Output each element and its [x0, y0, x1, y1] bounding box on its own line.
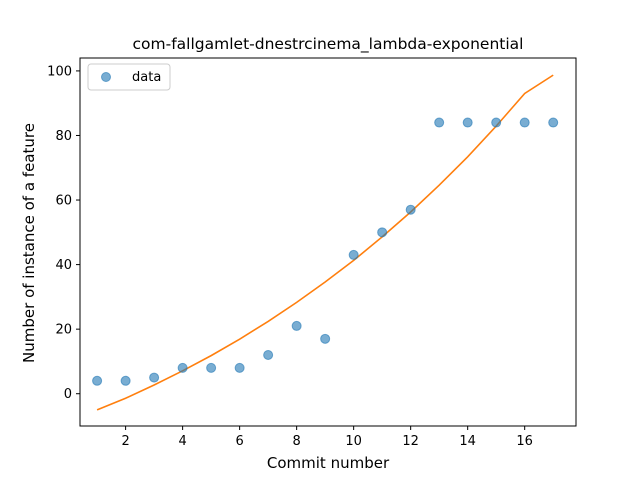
x-tick-label: 6	[235, 434, 243, 449]
legend: data	[87, 63, 171, 91]
data-point	[405, 204, 416, 215]
x-tick-label: 8	[293, 434, 301, 449]
data-point	[348, 249, 359, 260]
axes: 2 4 6 8 10 12 14 16 0 20 40 60 80 100	[47, 57, 577, 449]
y-tick-label: 60	[55, 194, 72, 209]
x-tick-label: 10	[345, 434, 362, 449]
data-point	[320, 333, 331, 344]
data-point	[462, 117, 473, 128]
data-point	[434, 117, 445, 128]
data-point	[519, 117, 530, 128]
y-tick-label: 100	[47, 64, 72, 79]
data-marks	[92, 74, 559, 411]
x-tick-label: 14	[459, 434, 476, 449]
data-point	[92, 375, 103, 386]
data-point	[177, 362, 188, 373]
y-tick-label: 40	[55, 258, 72, 273]
data-point	[548, 117, 559, 128]
axes-frame	[79, 57, 577, 427]
legend-box	[87, 63, 171, 91]
data-point	[234, 362, 245, 373]
x-tick-label: 2	[121, 434, 129, 449]
x-tick-label: 4	[178, 434, 186, 449]
y-tick-label: 0	[64, 387, 72, 402]
data-point	[149, 372, 160, 383]
data-point	[206, 362, 217, 373]
chart-title: com-fallgamlet-dnestrcinema_lambda-expon…	[133, 35, 524, 54]
plot-background	[80, 58, 576, 426]
x-axis-label: Commit number	[267, 454, 390, 472]
x-tick-label: 16	[516, 434, 533, 449]
data-point	[120, 375, 131, 386]
y-tick-label: 80	[55, 129, 72, 144]
data-point	[263, 349, 274, 360]
x-tick-label: 12	[402, 434, 419, 449]
fit-line	[96, 74, 554, 411]
y-tick-label: 20	[55, 323, 72, 338]
y-axis-label: Number of instance of a feature	[20, 123, 38, 363]
data-point	[377, 227, 388, 238]
data-point	[291, 320, 302, 331]
data-point	[491, 117, 502, 128]
legend-label-data: data	[132, 70, 161, 85]
legend-marker-data	[101, 72, 111, 82]
plot-area	[80, 58, 576, 426]
